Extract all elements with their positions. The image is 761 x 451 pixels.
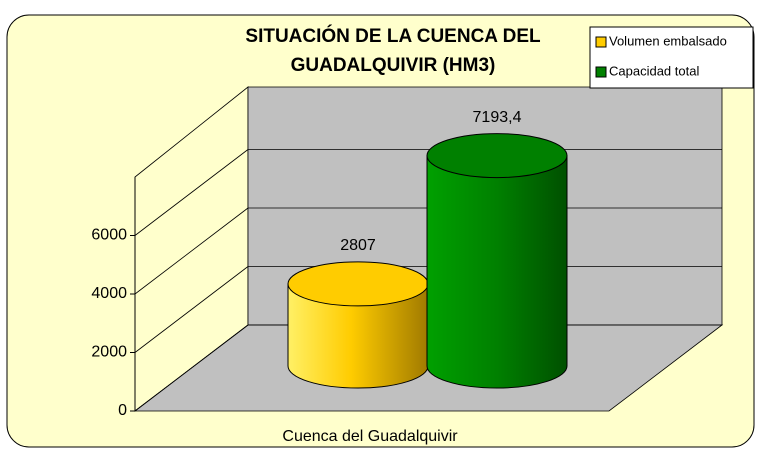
grid-line — [134, 207, 249, 295]
grid-line — [134, 324, 249, 412]
y-tick-label: 4000 — [91, 285, 127, 302]
legend-label: Capacidad total — [609, 63, 699, 78]
y-tick-label: 6000 — [91, 227, 127, 244]
x-tick-label: Cuenca del Guadalquivir — [282, 428, 458, 445]
data-label: 7193,4 — [473, 109, 522, 126]
bar — [426, 155, 568, 389]
chart-title: SITUACIÓN DE LA CUENCA DEL GUADALQUIVIR … — [245, 26, 541, 76]
y-tick-label: 0 — [118, 402, 127, 419]
legend-label: Volumen embalsado — [609, 33, 727, 48]
bar-top — [426, 133, 568, 179]
legend-marker — [595, 36, 607, 48]
bar-top — [287, 261, 429, 307]
legend — [589, 26, 754, 89]
y-tick-label: 2000 — [91, 344, 127, 361]
data-label: 2807 — [340, 237, 376, 254]
grid-line — [134, 266, 249, 353]
legend-marker — [595, 66, 607, 78]
bar — [287, 283, 429, 389]
grid-line — [134, 149, 249, 236]
